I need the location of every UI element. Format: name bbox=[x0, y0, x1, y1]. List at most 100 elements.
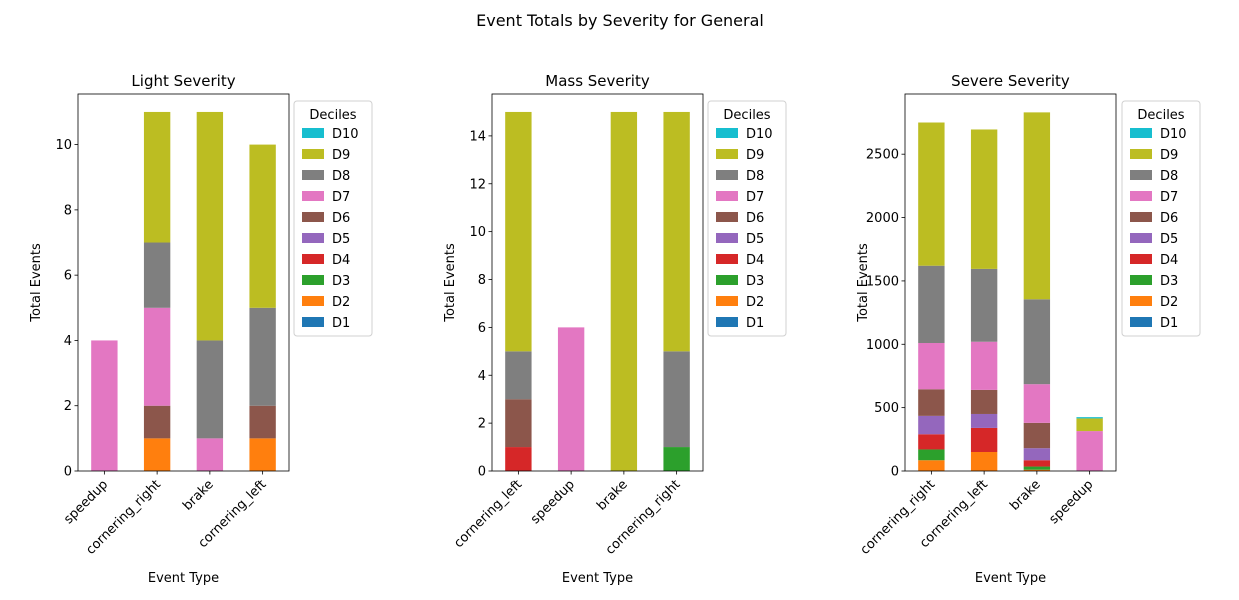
legend-entry-d8: D8 bbox=[746, 169, 764, 184]
y-tick-label: 14 bbox=[469, 129, 486, 144]
bar-segment-d6-cornering_left bbox=[505, 399, 532, 448]
legend-swatch-d10 bbox=[716, 128, 738, 138]
legend-entry-d9: D9 bbox=[746, 148, 764, 163]
legend-swatch-d7 bbox=[716, 191, 738, 201]
y-tick-label: 10 bbox=[469, 225, 486, 240]
bar-segment-d9-cornering_right bbox=[143, 111, 171, 243]
bar-segment-d6-cornering_left bbox=[249, 405, 276, 439]
bar-segment-d4-cornering_left bbox=[970, 427, 998, 452]
legend-entry-d8: D8 bbox=[332, 169, 350, 184]
bar-segment-d9-brake bbox=[1023, 112, 1051, 300]
legend-swatch-d5 bbox=[716, 233, 738, 243]
bar-segment-d8-cornering_left bbox=[249, 307, 276, 406]
bar-segment-d9-cornering_right bbox=[918, 122, 945, 266]
legend-entry-d3: D3 bbox=[1160, 274, 1178, 289]
y-tick-label: 2000 bbox=[866, 211, 899, 226]
plot-frame bbox=[491, 93, 704, 472]
legend-entry-d10: D10 bbox=[1160, 127, 1187, 142]
legend-entry-d6: D6 bbox=[332, 211, 350, 226]
y-tick-label: 6 bbox=[478, 321, 486, 336]
y-tick-label: 6 bbox=[64, 269, 72, 284]
legend-entry-d2: D2 bbox=[332, 295, 350, 310]
legend-entry-d3: D3 bbox=[332, 274, 350, 289]
legend-swatch-d9 bbox=[1130, 149, 1152, 159]
y-tick-label: 10 bbox=[55, 138, 72, 153]
legend-entry-d7: D7 bbox=[1160, 190, 1178, 205]
bar-segment-d9-cornering_right bbox=[663, 111, 690, 352]
legend-title: Deciles bbox=[309, 108, 356, 123]
figure-title: Event Totals by Severity for General bbox=[476, 11, 764, 30]
legend-entry-d7: D7 bbox=[332, 190, 350, 205]
chart-title: Light Severity bbox=[131, 72, 235, 90]
bar-segment-d8-brake bbox=[1023, 299, 1051, 385]
legend-entry-d5: D5 bbox=[332, 232, 350, 247]
bar-segment-d7-cornering_right bbox=[918, 343, 945, 390]
legend-entry-d5: D5 bbox=[1160, 232, 1178, 247]
legend-title: Deciles bbox=[723, 108, 770, 123]
legend-entry-d3: D3 bbox=[746, 274, 764, 289]
bar-segment-d3-cornering_right bbox=[918, 449, 945, 461]
bar-segment-d7-brake bbox=[196, 438, 224, 471]
legend-swatch-d2 bbox=[716, 296, 738, 306]
y-axis-label: Total Events bbox=[856, 243, 871, 323]
bar-segment-d2-cornering_right bbox=[143, 438, 171, 471]
legend-entry-d6: D6 bbox=[746, 211, 764, 226]
bar-segment-d7-brake bbox=[1023, 384, 1051, 423]
bar-segment-d4-cornering_right bbox=[918, 434, 945, 450]
y-tick-label: 4 bbox=[64, 334, 72, 349]
bar-segment-d9-brake bbox=[610, 111, 638, 471]
bar-segment-d5-cornering_left bbox=[970, 413, 998, 428]
bar-segment-d7-cornering_right bbox=[143, 307, 171, 406]
bar-segment-d2-cornering_right bbox=[918, 460, 945, 471]
legend-swatch-d9 bbox=[716, 149, 738, 159]
bar-segment-d7-speedup bbox=[1076, 431, 1103, 471]
chart-title: Severe Severity bbox=[951, 72, 1070, 90]
x-axis-label: Event Type bbox=[975, 571, 1046, 586]
y-axis-label: Total Events bbox=[29, 243, 44, 323]
y-tick-label: 8 bbox=[64, 203, 72, 218]
chart-panel-1: Light Severity0246810speedupcornering_ri… bbox=[29, 72, 373, 586]
legend-swatch-d7 bbox=[1130, 191, 1152, 201]
panels: Light Severity0246810speedupcornering_ri… bbox=[29, 72, 1201, 586]
bar-segment-d9-speedup bbox=[1076, 418, 1103, 432]
legend-swatch-d3 bbox=[302, 275, 324, 285]
x-tick-label: cornering_left bbox=[451, 477, 525, 551]
plot-frame bbox=[77, 93, 290, 472]
y-tick-label: 0 bbox=[891, 465, 899, 480]
x-axis-label: Event Type bbox=[562, 571, 633, 586]
legend-swatch-d1 bbox=[1130, 317, 1152, 327]
y-tick-label: 1500 bbox=[866, 274, 899, 289]
x-tick-label: speedup bbox=[1046, 477, 1096, 527]
legend: Deciles D10 D9 D8 D7 D6 D5 D4 D3 D2 D1 bbox=[707, 100, 787, 337]
bar-segment-d9-cornering_left bbox=[249, 144, 276, 308]
legend-entry-d1: D1 bbox=[1160, 316, 1178, 331]
legend-entry-d5: D5 bbox=[746, 232, 764, 247]
bar-segment-d10-speedup bbox=[1076, 417, 1103, 419]
bar-segment-d6-cornering_left bbox=[970, 389, 998, 414]
legend-swatch-d7 bbox=[302, 191, 324, 201]
y-tick-label: 500 bbox=[874, 401, 899, 416]
y-tick-label: 4 bbox=[478, 369, 486, 384]
legend-swatch-d4 bbox=[716, 254, 738, 264]
bar-segment-d5-cornering_right bbox=[918, 415, 945, 435]
legend-swatch-d1 bbox=[302, 317, 324, 327]
legend-swatch-d4 bbox=[302, 254, 324, 264]
y-tick-label: 2500 bbox=[866, 148, 899, 163]
x-tick-label: speedup bbox=[61, 477, 111, 527]
legend-entry-d4: D4 bbox=[332, 253, 350, 268]
bar-segment-d8-cornering_left bbox=[505, 351, 532, 400]
y-tick-label: 2 bbox=[478, 417, 486, 432]
legend-swatch-d3 bbox=[1130, 275, 1152, 285]
legend-swatch-d5 bbox=[302, 233, 324, 243]
y-tick-label: 8 bbox=[478, 273, 486, 288]
bar-segment-d7-cornering_left bbox=[970, 341, 998, 390]
x-tick-label: speedup bbox=[528, 477, 578, 527]
bar-segment-d9-cornering_left bbox=[970, 129, 998, 269]
bar-segment-d4-cornering_left bbox=[505, 447, 532, 471]
bar-segment-d4-brake bbox=[1023, 460, 1051, 467]
bar-segment-d8-cornering_left bbox=[970, 268, 998, 342]
bar-segment-d8-cornering_right bbox=[918, 265, 945, 344]
legend-swatch-d2 bbox=[302, 296, 324, 306]
bar-segment-d7-speedup bbox=[91, 340, 118, 471]
bar-segment-d9-brake bbox=[196, 111, 224, 341]
